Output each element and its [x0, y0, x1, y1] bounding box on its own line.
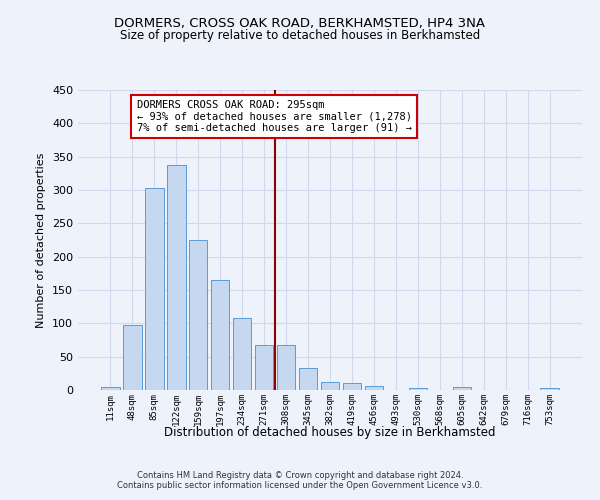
Bar	[167, 164, 185, 390]
Text: DORMERS, CROSS OAK ROAD, BERKHAMSTED, HP4 3NA: DORMERS, CROSS OAK ROAD, BERKHAMSTED, HP…	[115, 18, 485, 30]
Bar	[409, 388, 427, 390]
Bar	[320, 382, 340, 390]
Text: Size of property relative to detached houses in Berkhamsted: Size of property relative to detached ho…	[120, 28, 480, 42]
Text: DORMERS CROSS OAK ROAD: 295sqm
← 93% of detached houses are smaller (1,278)
7% o: DORMERS CROSS OAK ROAD: 295sqm ← 93% of …	[137, 100, 412, 133]
Bar	[343, 382, 361, 390]
Bar	[145, 188, 164, 390]
Bar	[189, 240, 208, 390]
Text: Distribution of detached houses by size in Berkhamsted: Distribution of detached houses by size …	[164, 426, 496, 439]
Bar	[541, 388, 559, 390]
Bar	[101, 386, 119, 390]
Bar	[365, 386, 383, 390]
Bar	[233, 318, 251, 390]
Bar	[123, 324, 142, 390]
Bar	[277, 346, 295, 390]
Bar	[255, 346, 274, 390]
Bar	[452, 388, 471, 390]
Text: Contains HM Land Registry data © Crown copyright and database right 2024.: Contains HM Land Registry data © Crown c…	[137, 471, 463, 480]
Bar	[211, 280, 229, 390]
Y-axis label: Number of detached properties: Number of detached properties	[37, 152, 46, 328]
Bar	[299, 368, 317, 390]
Text: Contains public sector information licensed under the Open Government Licence v3: Contains public sector information licen…	[118, 481, 482, 490]
